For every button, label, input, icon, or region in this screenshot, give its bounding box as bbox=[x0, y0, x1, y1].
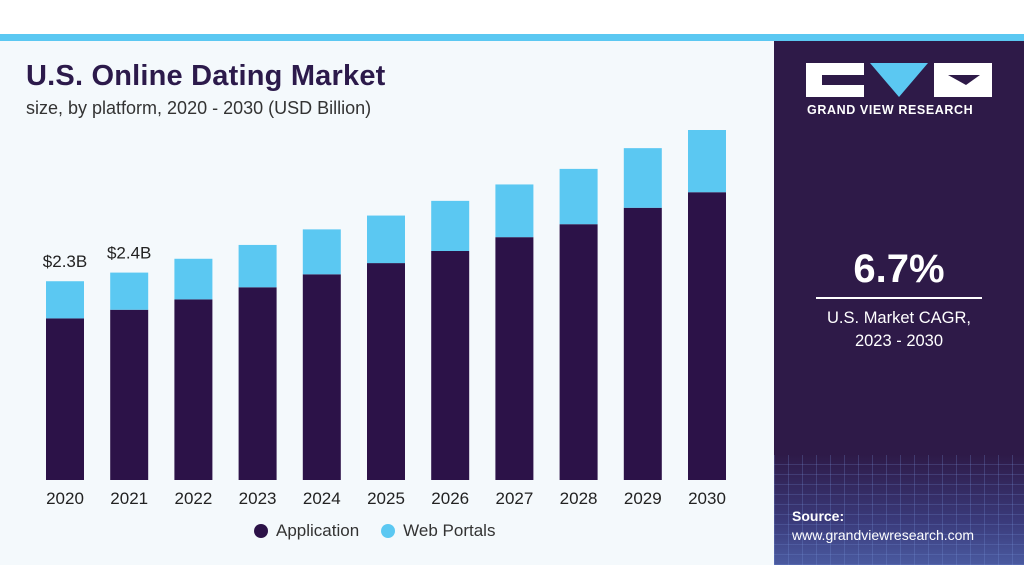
data-label-2021: $2.4B bbox=[107, 244, 151, 263]
x-tick-label-2027: 2027 bbox=[495, 489, 533, 508]
top-accent-strip bbox=[0, 34, 1024, 41]
x-tick-label-2028: 2028 bbox=[560, 489, 598, 508]
bar-web-portals-2023 bbox=[238, 244, 277, 288]
bar-application-2030 bbox=[688, 192, 726, 480]
source-url[interactable]: www.grandviewresearch.com bbox=[792, 527, 975, 543]
data-labels: $2.3B $2.4B bbox=[43, 244, 152, 272]
chart-title: U.S. Online Dating Market bbox=[26, 60, 386, 92]
bar-application-2027 bbox=[495, 237, 534, 480]
bar-web-portals-2024 bbox=[302, 229, 341, 275]
cagr-value: 6.7% bbox=[853, 247, 945, 291]
x-tick-label-2023: 2023 bbox=[239, 489, 277, 508]
legend-swatch-application bbox=[254, 524, 268, 538]
legend-item-web-portals: Web Portals bbox=[381, 521, 495, 541]
legend-label-application: Application bbox=[276, 521, 360, 540]
x-tick-label-2030: 2030 bbox=[688, 489, 726, 508]
bar-application-2024 bbox=[302, 274, 341, 480]
legend: Application Web Portals bbox=[254, 521, 495, 541]
stacked-bar-chart: 2020 2021 2022 2023 2024 2025 2026 2027 2028 2029… bbox=[43, 130, 726, 508]
x-tick-label-2021: 2021 bbox=[110, 489, 148, 508]
bar-application-2025 bbox=[367, 263, 405, 480]
bar-web-portals-2020 bbox=[46, 281, 84, 319]
cagr-label: U.S. Market CAGR, 2023 - 2030 bbox=[774, 307, 1024, 353]
cagr-divider bbox=[816, 297, 982, 299]
bar-web-portals-2030 bbox=[688, 130, 726, 193]
bar-web-portals-2021 bbox=[110, 272, 149, 310]
grand-view-research-logo-icon bbox=[806, 63, 992, 97]
bar-web-portals-2027 bbox=[495, 184, 534, 238]
bar-application-2026 bbox=[431, 250, 470, 480]
bar-application-2021 bbox=[110, 309, 149, 480]
data-label-2020: $2.3B bbox=[43, 252, 87, 271]
sidebar-panel: GRAND VIEW RESEARCH 6.7% U.S. Market CAG… bbox=[774, 41, 1024, 565]
x-tick-label-2024: 2024 bbox=[303, 489, 341, 508]
bar-application-2029 bbox=[623, 207, 662, 480]
decorative-grid-floor bbox=[774, 455, 1024, 565]
bar-application-2023 bbox=[238, 287, 277, 480]
source-label: Source: bbox=[792, 508, 845, 524]
bars-group bbox=[46, 130, 726, 480]
bar-web-portals-2028 bbox=[559, 168, 598, 225]
bar-application-2020 bbox=[46, 318, 84, 480]
x-tick-label-2025: 2025 bbox=[367, 489, 405, 508]
legend-swatch-web-portals bbox=[381, 524, 396, 538]
cagr-label-line1: U.S. Market CAGR, bbox=[827, 309, 971, 327]
bar-application-2028 bbox=[559, 224, 598, 480]
bar-application-2022 bbox=[174, 299, 213, 480]
bar-web-portals-2022 bbox=[174, 258, 213, 300]
x-tick-label-2022: 2022 bbox=[174, 489, 212, 508]
bar-web-portals-2025 bbox=[367, 215, 405, 264]
bar-web-portals-2026 bbox=[431, 200, 470, 251]
bar-web-portals-2029 bbox=[623, 148, 662, 208]
legend-item-application: Application bbox=[254, 521, 359, 541]
x-tick-label-2026: 2026 bbox=[431, 489, 469, 508]
x-tick-label-2020: 2020 bbox=[46, 489, 84, 508]
chart-subtitle: size, by platform, 2020 - 2030 (USD Bill… bbox=[26, 98, 372, 118]
legend-label-web-portals: Web Portals bbox=[403, 521, 496, 540]
brand-name: GRAND VIEW RESEARCH bbox=[807, 103, 974, 117]
x-axis-ticks: 2020 2021 2022 2023 2024 2025 2026 2027 2028 2029… bbox=[46, 489, 726, 508]
x-tick-label-2029: 2029 bbox=[624, 489, 662, 508]
cagr-label-line2: 2023 - 2030 bbox=[854, 332, 944, 350]
